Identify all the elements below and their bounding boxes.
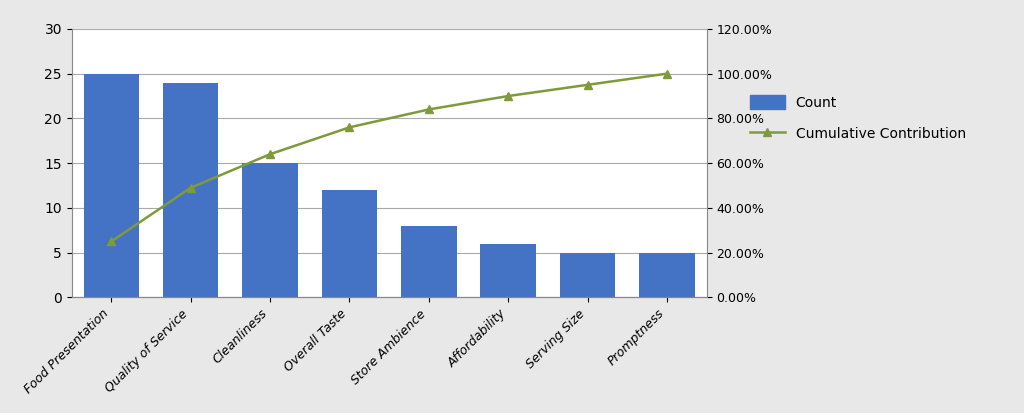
Bar: [322, 190, 377, 297]
Bar: [243, 163, 298, 297]
Bar: [639, 253, 694, 297]
Bar: [560, 253, 615, 297]
Bar: [84, 74, 139, 297]
Bar: [480, 244, 536, 297]
Legend: Count, Cumulative Contribution: Count, Cumulative Contribution: [744, 90, 972, 147]
Bar: [401, 226, 457, 297]
Bar: [163, 83, 218, 297]
